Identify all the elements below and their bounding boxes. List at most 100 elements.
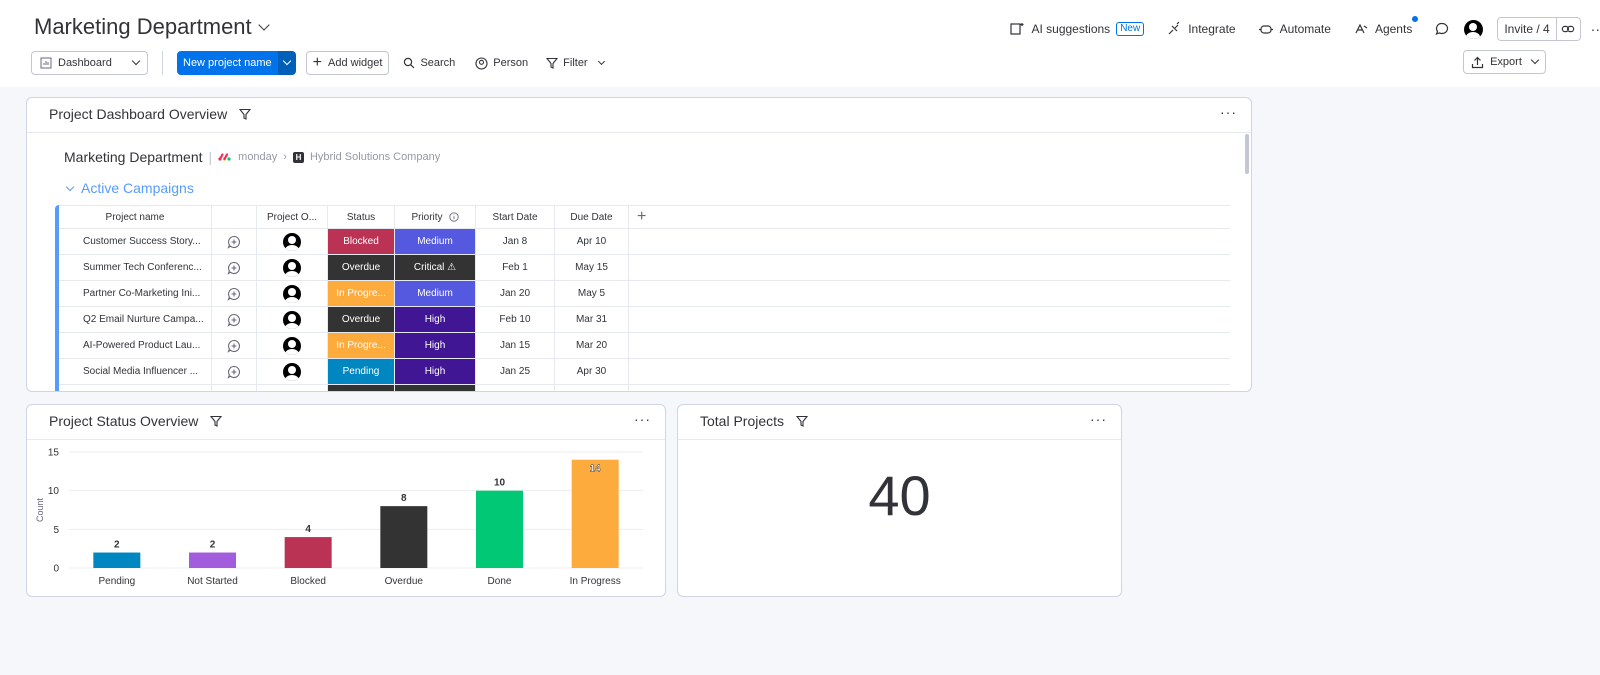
project-name[interactable]: AI-Powered Product Lau... [83,340,201,351]
project-name-cell[interactable] [59,385,212,391]
project-name[interactable]: Customer Success Story... [83,236,201,247]
invite-button[interactable]: Invite / 4 [1497,17,1581,41]
search-button[interactable]: Search [403,57,455,69]
due-date-cell[interactable]: Mar 20 [555,333,629,358]
column-header-status[interactable]: Status [328,206,395,228]
owner-avatar-icon[interactable] [283,310,301,329]
due-date-cell[interactable]: Apr 10 [555,229,629,254]
breadcrumb-app[interactable]: monday [238,151,278,163]
agents-button[interactable]: Agents [1353,16,1419,37]
status-cell[interactable]: In Progre... [328,333,395,358]
owner-cell[interactable] [257,229,328,254]
table-row[interactable]: Summer Tech Conferenc... Overdue Critical … [59,255,1230,281]
widget-more-button[interactable]: ··· [1090,411,1107,427]
start-date-cell[interactable]: Feb 1 [476,255,555,280]
column-header-owner[interactable]: Project O... [257,206,328,228]
priority-cell[interactable]: High [395,307,476,332]
project-name-cell[interactable]: AI-Powered Product Lau... [59,333,212,358]
integrate-button[interactable]: Integrate [1166,21,1236,37]
ai-suggestions-button[interactable]: AI suggestions New [1009,21,1145,37]
add-update-cell[interactable] [212,333,257,358]
status-cell[interactable]: Overdue [328,307,395,332]
priority-cell[interactable]: Medium [395,281,476,306]
add-update-cell[interactable] [212,255,257,280]
new-project-label[interactable]: New project name [177,51,278,75]
add-widget-button[interactable]: + Add widget [305,51,390,75]
status-cell[interactable]: In Progre... [328,281,395,306]
column-header-priority[interactable]: Priority [395,206,476,228]
bar[interactable] [284,537,332,568]
project-name-cell[interactable]: Q2 Email Nurture Campa... [59,307,212,332]
more-menu-button[interactable]: ·· [1590,21,1600,37]
owner-avatar-icon[interactable] [283,336,301,355]
person-filter-button[interactable]: Person [475,56,528,70]
project-name-cell[interactable]: Partner Co-Marketing Ini... [59,281,212,306]
priority-cell[interactable] [395,385,476,391]
new-project-button[interactable]: New project name [177,51,296,75]
chevron-down-icon[interactable] [257,19,270,31]
owner-cell[interactable] [257,333,328,358]
filter-icon[interactable] [796,415,809,427]
add-update-cell[interactable] [212,307,257,332]
start-date-cell[interactable] [476,385,555,391]
add-update-icon[interactable] [227,235,241,249]
add-update-cell[interactable] [212,385,257,391]
project-name[interactable]: Summer Tech Conferenc... [83,262,202,273]
dashboard-select[interactable]: Dashboard [31,51,148,75]
new-project-dropdown-button[interactable] [277,51,296,75]
add-update-cell[interactable] [212,229,257,254]
column-header-name[interactable]: Project name [59,206,212,228]
owner-avatar-icon[interactable] [283,362,301,381]
table-row[interactable] [59,385,1230,391]
owner-cell[interactable] [257,281,328,306]
board-title-row[interactable]: Marketing Department [34,14,270,40]
start-date-cell[interactable]: Jan 15 [476,333,555,358]
bar[interactable] [380,506,428,568]
table-row[interactable]: Social Media Influencer ... Pending High Ja… [59,359,1230,385]
owner-cell[interactable] [257,359,328,384]
column-header-start-date[interactable]: Start Date [476,206,555,228]
filter-icon[interactable] [239,108,252,120]
scrollbar[interactable] [1245,134,1249,174]
owner-cell[interactable] [257,307,328,332]
add-update-icon[interactable] [227,365,241,379]
info-icon[interactable] [448,212,459,222]
group-header[interactable]: Active Campaigns [65,180,194,196]
copy-link-button[interactable] [1555,18,1580,40]
status-cell[interactable]: Blocked [328,229,395,254]
page-title[interactable]: Marketing Department [34,14,252,39]
owner-avatar-icon[interactable] [283,284,301,303]
project-name-cell[interactable]: Social Media Influencer ... [59,359,212,384]
add-update-cell[interactable] [212,359,257,384]
priority-cell[interactable]: Medium [395,229,476,254]
board-name[interactable]: Marketing Department [64,149,203,165]
project-name[interactable]: Q2 Email Nurture Campa... [83,314,204,325]
start-date-cell[interactable]: Jan 20 [476,281,555,306]
due-date-cell[interactable]: May 15 [555,255,629,280]
table-row[interactable]: AI-Powered Product Lau... In Progre... Hig… [59,333,1230,359]
bar[interactable] [93,552,141,568]
status-cell[interactable]: Pending [328,359,395,384]
project-name-cell[interactable]: Summer Tech Conferenc... [59,255,212,280]
start-date-cell[interactable]: Feb 10 [476,307,555,332]
table-row[interactable]: Partner Co-Marketing Ini... In Progre... M… [59,281,1230,307]
due-date-cell[interactable]: Mar 31 [555,307,629,332]
start-date-cell[interactable]: Jan 8 [476,229,555,254]
add-update-icon[interactable] [227,287,241,301]
bar[interactable] [189,552,236,568]
export-button[interactable]: Export [1463,50,1546,74]
filter-button[interactable]: Filter [546,57,605,69]
automate-button[interactable]: Automate [1258,21,1331,37]
due-date-cell[interactable]: May 5 [555,281,629,306]
group-title[interactable]: Active Campaigns [81,180,194,196]
start-date-cell[interactable]: Jan 25 [476,359,555,384]
avatar[interactable] [1464,19,1484,39]
project-name-cell[interactable]: Customer Success Story... [59,229,212,254]
owner-avatar-icon[interactable] [283,232,301,251]
priority-cell[interactable]: Critical ⚠ [395,255,476,280]
add-update-icon[interactable] [227,339,241,353]
due-date-cell[interactable] [555,385,629,391]
due-date-cell[interactable]: Apr 30 [555,359,629,384]
bar[interactable] [476,490,523,568]
add-update-icon[interactable] [227,313,241,327]
